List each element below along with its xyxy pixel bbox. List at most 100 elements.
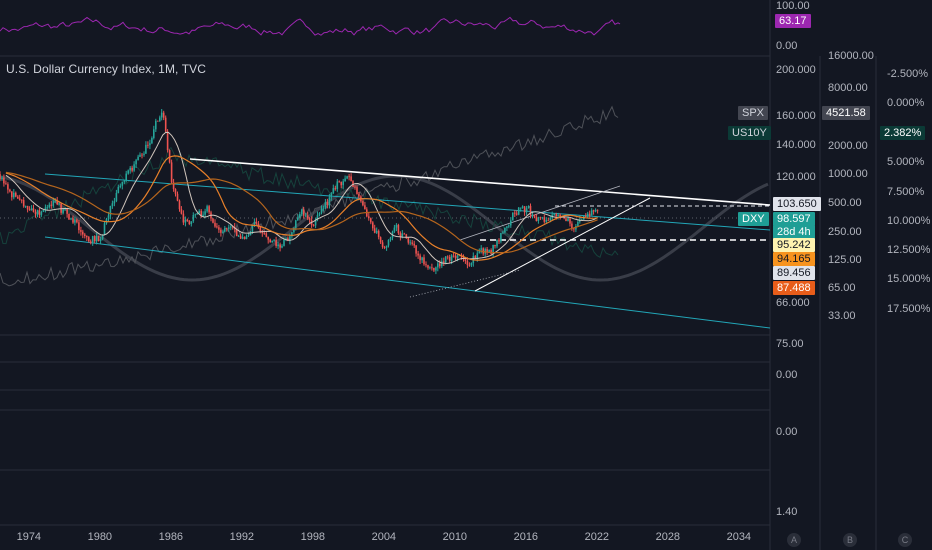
candle-body [510,220,512,226]
candle-body [352,181,354,187]
candle-body [482,248,484,254]
candle-body [76,219,78,223]
candle-body [204,211,206,215]
dxy-tick-66: 66.000 [776,297,810,309]
candle-body [332,188,335,194]
candle-body [565,218,567,221]
candle-body [226,228,228,230]
year-tick-1998: 1998 [300,531,326,543]
candle-body [553,214,555,215]
candle-body [316,214,319,220]
candle-body [245,236,248,239]
candle-body [157,120,159,122]
candle-body [291,232,293,237]
candle-body [56,200,58,205]
candle-body [52,201,55,206]
candle-body [464,259,467,261]
axis-button-b[interactable]: B [843,533,857,547]
candle-body [263,233,266,234]
candle-body [222,231,224,233]
year-tick-2010: 2010 [442,531,468,543]
candle-body [492,245,494,255]
candle-body [308,218,311,220]
candle-body [387,239,390,246]
candle-body [531,214,534,216]
candle-body [301,209,303,215]
us10y-label-tag: US10Y [728,126,771,140]
candle-body [304,215,307,217]
candle-body [370,218,372,223]
candle-body [377,230,380,238]
candle-body [466,261,469,265]
spx-tick-250: 250.00 [828,226,862,238]
candle-body [517,207,520,215]
candle-body [425,264,427,266]
candle-body [283,239,285,246]
candle-body [573,228,575,230]
us10y-tick-0000: 0.000% [887,97,925,109]
candle-body [289,236,291,241]
candle-body [555,214,557,217]
candle-body [93,236,96,242]
pane2-tick-75: 75.00 [776,338,804,350]
candle-body [444,256,447,263]
spx-tick-2000: 2000.00 [828,140,868,152]
axis-button-a[interactable]: A [787,533,801,547]
candle-body [38,210,41,215]
candle-body [271,240,273,243]
candle-body [72,218,74,223]
candle-body [22,200,25,207]
candle-body [174,189,177,194]
candle-body [101,234,104,239]
candle-body [178,200,181,210]
candle-body [324,202,327,209]
rsi-pane [0,16,621,36]
pane2-tick-0: 0.00 [776,369,798,381]
level-tag-103650: 103.650 [773,197,821,211]
candle-body [314,219,317,226]
candle-body [228,227,230,229]
candle-body [293,227,295,233]
candle-body [358,193,360,197]
spx-tick-65: 65.00 [828,282,856,294]
candle-body [312,225,315,226]
spx-tick-33: 33.00 [828,310,856,322]
candle-body [519,207,522,209]
dxy-tick-200: 200.000 [776,64,816,76]
candle-body [571,223,573,229]
candle-body [500,232,502,242]
axis-button-c[interactable]: C [898,533,912,547]
candle-body [88,237,90,242]
candle-body [214,222,216,227]
candle-body [512,212,514,221]
candle-body [318,213,321,215]
candle-body [446,256,449,258]
candle-body [474,256,477,259]
candle-body [372,222,374,229]
ma-short-line [5,131,598,265]
candle-body [559,214,561,217]
spx-value-tag: 4521.58 [822,106,870,120]
candle-body [567,218,569,221]
candle-body [423,257,425,265]
candle-body [478,249,481,254]
candle-body [354,186,356,188]
candle-body [427,265,429,268]
year-tick-2016: 2016 [513,531,539,543]
candle-body [342,181,344,186]
candle-body [514,212,516,214]
candle-body [527,205,530,209]
candle-body [32,208,35,212]
background-series [0,105,769,287]
candle-body [24,205,27,207]
candle-body [399,232,402,237]
candle-body [42,210,45,212]
candle-body [17,196,19,199]
candle-body [153,129,155,138]
candle-body [328,197,331,205]
candle-body [435,267,437,271]
candle-body [216,226,218,228]
candle-body [452,255,455,257]
candle-body [212,218,214,223]
